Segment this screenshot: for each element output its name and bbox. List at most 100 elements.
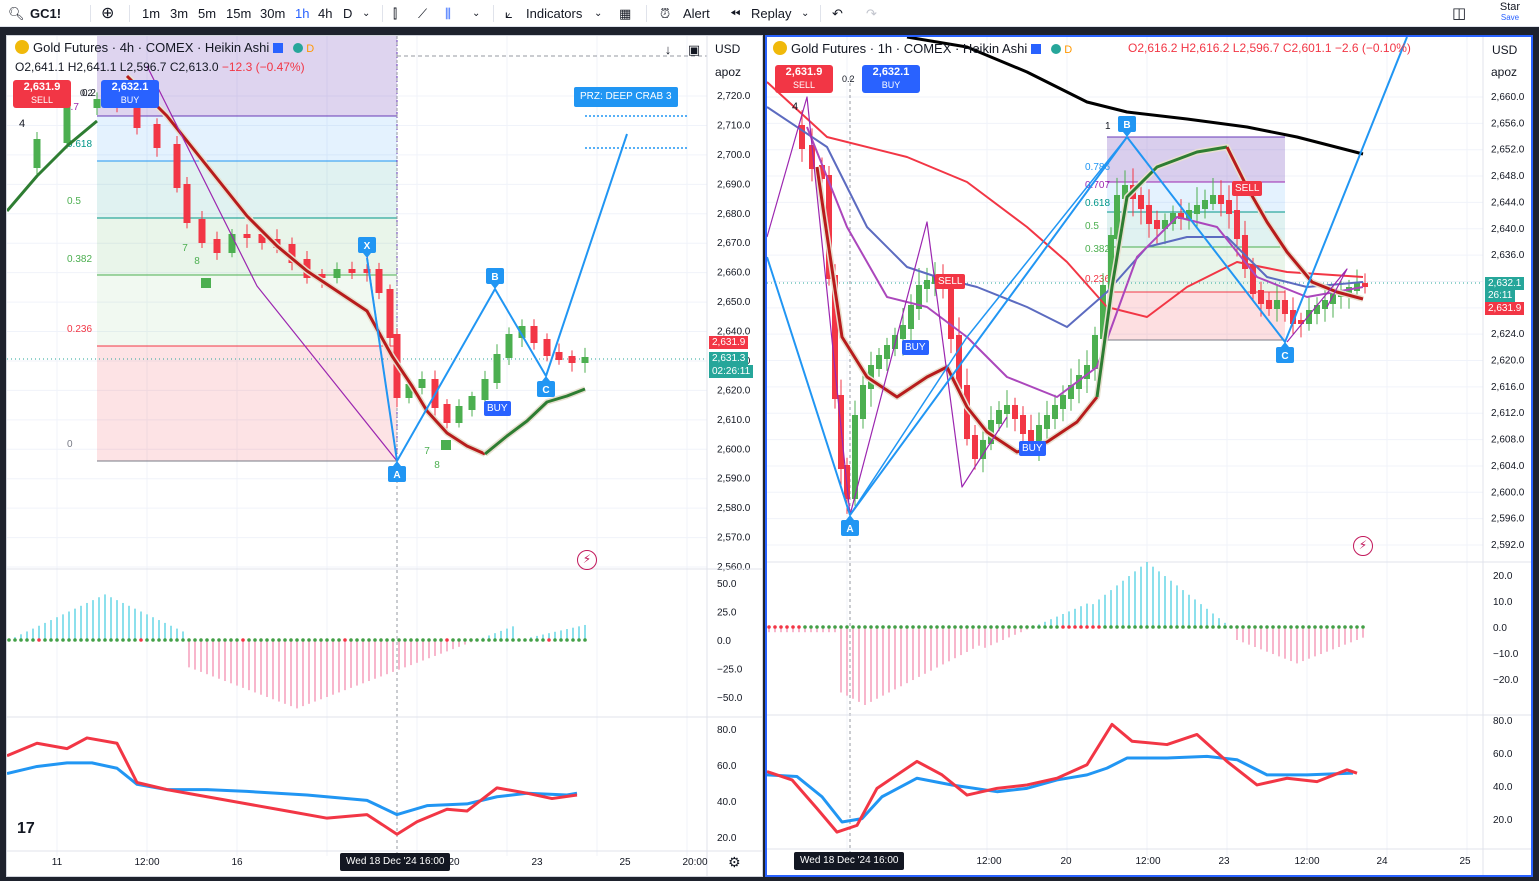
candle-body	[1162, 220, 1168, 229]
interval-dropdown-icon[interactable]: ⌄	[362, 8, 371, 19]
screenshot-icon[interactable]: ▣	[687, 42, 701, 57]
sell-button[interactable]: 2,631.9 SELL	[775, 65, 833, 93]
candle-body	[1186, 210, 1192, 219]
scale-mode-selector[interactable]: apoz	[715, 65, 742, 79]
interval-d[interactable]: D	[343, 6, 353, 21]
tradingview-logo[interactable]: 17	[17, 820, 35, 837]
ohlc-high: H2,616.2	[1180, 41, 1230, 55]
zero-dot	[493, 638, 497, 642]
replay-dropdown-icon[interactable]: ⌄	[801, 8, 810, 19]
zero-dot	[1067, 625, 1071, 629]
chart-canvas-4h[interactable]: 0.6180.50.3820.23600.20.7XABC78782,720.0…	[7, 36, 763, 877]
zero-dot	[1301, 625, 1305, 629]
fib-zone	[97, 275, 397, 346]
zero-dot	[1313, 625, 1317, 629]
candle-style-icon[interactable]: ⫼	[445, 6, 451, 21]
zero-dot	[211, 638, 215, 642]
bar-style-icon[interactable]: ⫿	[393, 6, 398, 21]
price-axis-label: 2,660.0	[717, 268, 751, 279]
fib-zone	[1107, 212, 1285, 247]
candle-body	[996, 410, 1002, 424]
alert-button[interactable]: Alert	[683, 6, 710, 21]
buy-button[interactable]: 2,632.1 BUY	[862, 65, 920, 93]
buy-signal: BUY	[1019, 441, 1046, 456]
zero-dot	[463, 638, 467, 642]
zero-dot	[1283, 625, 1287, 629]
indicators-dropdown-icon[interactable]: ⌄	[594, 8, 603, 19]
quantity-field[interactable]: 4	[792, 101, 799, 113]
candle-body	[1012, 405, 1018, 419]
zero-dot	[421, 638, 425, 642]
quantity-field[interactable]: 4	[19, 118, 26, 130]
zero-dot	[583, 638, 587, 642]
flag-icon[interactable]	[273, 43, 284, 53]
chart-pane-1h[interactable]: 0.786 0.707 0.618 0.5 0.382 0.236 1 A B C 2,660.0 2…	[765, 35, 1533, 877]
zero-dot	[911, 625, 915, 629]
interval-4h[interactable]: 4h	[318, 6, 333, 21]
zero-dot	[1115, 625, 1119, 629]
zero-dot	[349, 638, 353, 642]
osc-axis-label: 10.0	[1493, 597, 1513, 608]
chart-canvas-1h[interactable]: 0.786 0.707 0.618 0.5 0.382 0.236 1 A B C 2,660.0 2…	[767, 37, 1531, 875]
price-axis-label: 2,670.0	[717, 238, 751, 249]
interval-15m[interactable]: 15m	[226, 6, 252, 21]
price-axis-label: 2,600.0	[1491, 487, 1525, 498]
interval-3m[interactable]: 3m	[170, 6, 189, 21]
zero-dot	[1145, 625, 1149, 629]
zero-dot	[1103, 625, 1107, 629]
flag-icon[interactable]	[1031, 44, 1042, 54]
undo-icon[interactable]: ↶	[832, 6, 843, 21]
redo-icon[interactable]: ↷	[866, 6, 877, 21]
interval-30m[interactable]: 30m	[260, 6, 286, 21]
replay-icon[interactable]: ⏪︎	[730, 6, 741, 21]
lightning-icon[interactable]: ⚡︎	[577, 550, 597, 570]
zero-dot	[1109, 625, 1113, 629]
interval-5m[interactable]: 5m	[198, 6, 217, 21]
candle-body	[852, 415, 858, 499]
currency-selector[interactable]: USD	[1492, 43, 1518, 57]
prz-label[interactable]: PRZ: DEEP CRAB 3	[574, 87, 678, 107]
zero-dot	[199, 638, 203, 642]
star-save-button[interactable]: Star Save	[1495, 1, 1525, 23]
zero-dot	[187, 638, 191, 642]
currency-selector[interactable]: USD	[715, 42, 741, 56]
candle-body	[213, 239, 221, 253]
candle-body	[318, 274, 326, 278]
indicators-icon[interactable]: ⟀	[505, 6, 513, 21]
sell-price: 2,631.9	[785, 66, 823, 78]
buy-button[interactable]: 2,632.1 BUY	[101, 80, 159, 108]
alert-clock-icon[interactable]: ⏰︎	[660, 6, 671, 21]
symbol-name[interactable]: GC1!	[30, 6, 62, 21]
candle-body	[1122, 185, 1128, 199]
candle-body	[443, 404, 451, 423]
settings-gear-icon[interactable]: ⚙︎	[728, 854, 741, 870]
replay-button[interactable]: Replay	[751, 6, 792, 21]
sell-button[interactable]: 2,631.9 SELL	[13, 80, 71, 108]
symbol-search-icon[interactable]: 🔍︎	[8, 6, 25, 21]
lightning-icon[interactable]: ⚡︎	[1353, 536, 1373, 556]
scroll-down-icon[interactable]: ↓	[664, 42, 672, 57]
zero-dot	[917, 625, 921, 629]
chart-pane-4h[interactable]: 0.618 0.5 0.382 0.236 0 0.2 0.7 X A B C 7 8 7 8 2,720.0…	[6, 35, 763, 877]
candle-body	[1226, 200, 1232, 214]
chart-style-dropdown-icon[interactable]: ⌄	[472, 8, 481, 19]
buy-signal: BUY	[484, 401, 511, 416]
scale-mode-selector[interactable]: apoz	[1491, 65, 1518, 79]
rsi-axis-label: 60.0	[1493, 749, 1513, 760]
templates-grid-icon[interactable]: ▦	[619, 6, 632, 21]
zero-dot	[355, 638, 359, 642]
zero-dot	[1187, 625, 1191, 629]
interval-1h[interactable]: 1h	[295, 6, 310, 21]
candle-body	[1354, 283, 1360, 291]
star-label: Star	[1499, 1, 1521, 13]
zero-dot	[1043, 625, 1047, 629]
zero-dot	[415, 638, 419, 642]
indicators-button[interactable]: Indicators	[526, 6, 583, 21]
interval-1m[interactable]: 1m	[142, 6, 161, 21]
line-style-icon[interactable]: ⟋	[418, 6, 428, 21]
layout-panels-icon[interactable]: ◫	[1452, 5, 1467, 22]
zero-dot	[103, 638, 107, 642]
zero-dot	[1091, 625, 1095, 629]
compare-add-icon[interactable]: ⊕	[101, 5, 115, 22]
candle-body	[243, 234, 251, 238]
